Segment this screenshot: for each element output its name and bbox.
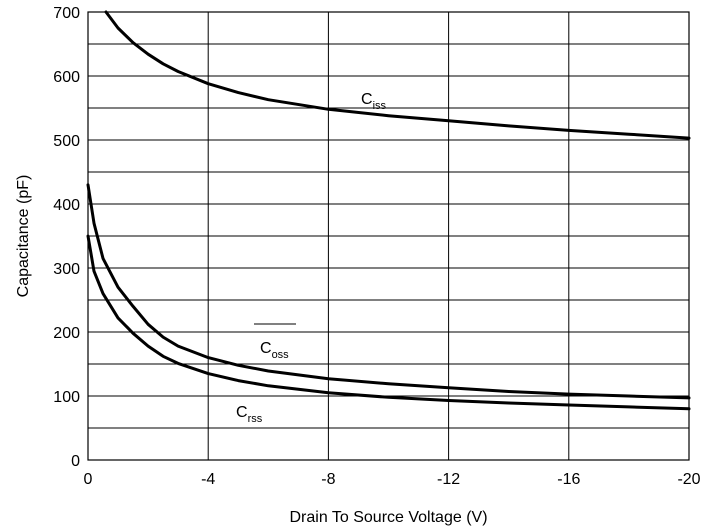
x-tick-label: -8 [321, 471, 335, 488]
x-tick-label: -12 [437, 471, 460, 488]
series-line-crss [86, 234, 691, 411]
plot-frame [87, 11, 690, 461]
x-tick-label: -16 [557, 471, 580, 488]
x-tick-label: 0 [84, 471, 93, 488]
series-label-crss: Crss [236, 404, 263, 425]
series-line-ciss [104, 10, 691, 140]
y-tick-label: 600 [53, 69, 80, 86]
y-tick-label: 400 [53, 197, 80, 214]
x-axis-title: Drain To Source Voltage (V) [289, 509, 487, 526]
y-tick-label: 700 [53, 5, 80, 22]
y-tick-label: 100 [53, 389, 80, 406]
y-tick-label: 300 [53, 261, 80, 278]
series-label-ciss: Ciss [361, 91, 387, 112]
y-axis-title: Capacitance (pF) [15, 175, 32, 298]
y-tick-label: 200 [53, 325, 80, 342]
grid-lines [87, 11, 690, 461]
series-lines [86, 10, 691, 411]
y-tick-label: 500 [53, 133, 80, 150]
y-tick-label: 0 [71, 453, 80, 470]
x-tick-label: -4 [201, 471, 215, 488]
x-tick-label: -20 [677, 471, 700, 488]
tick-labels: 0 -4 -8 -12 -16 -20 0 100 200 300 400 500 600 700 [53, 5, 700, 488]
series-label-coss: Coss [260, 340, 289, 361]
series-line-coss [86, 183, 691, 400]
series-labels: Ciss Coss Crss [210, 91, 410, 425]
